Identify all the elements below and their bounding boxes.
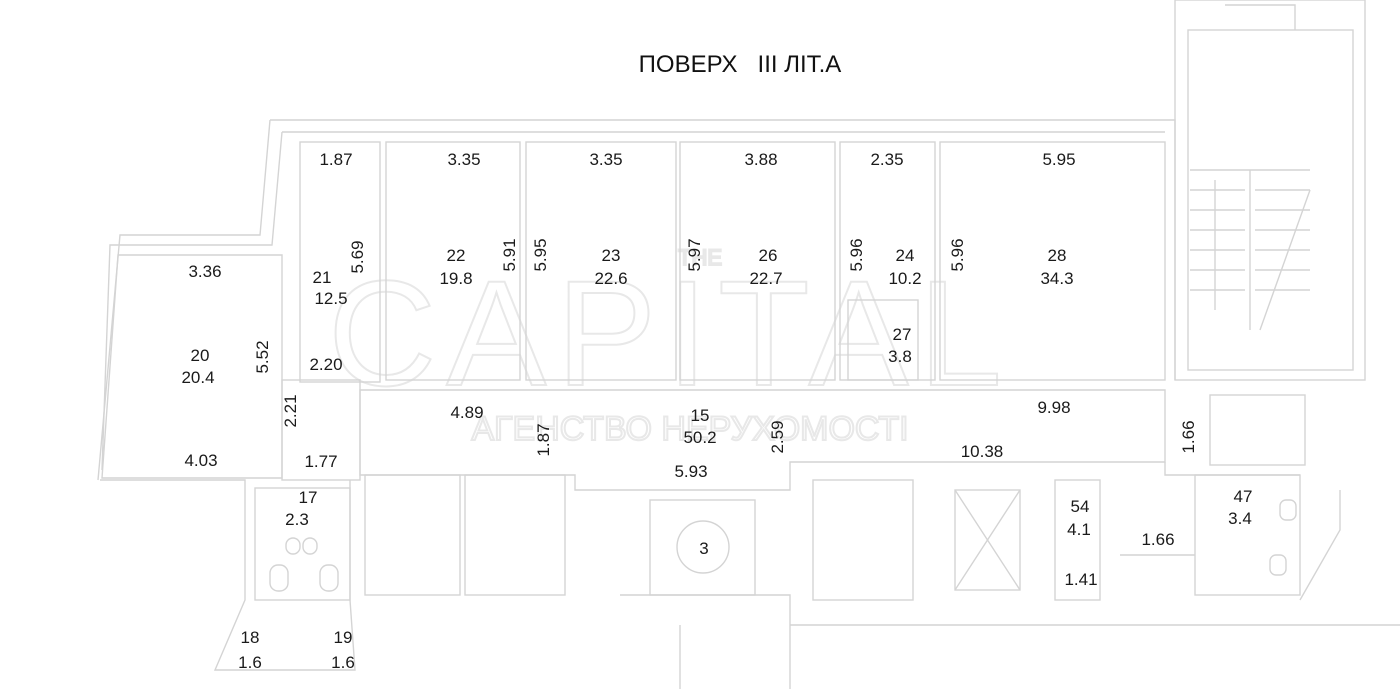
dimension: 1.87 (534, 423, 553, 456)
dimension: 5.93 (674, 462, 707, 481)
dimension: 2.21 (281, 394, 300, 427)
dimension: 5.95 (1042, 150, 1075, 169)
stair-circle (676, 520, 730, 574)
room-number: 22 (447, 246, 466, 265)
room-area: 3.4 (1228, 509, 1252, 528)
walls (97, 0, 1400, 689)
dimension: 5.91 (500, 238, 519, 271)
dimension: 1.41 (1064, 570, 1097, 589)
room-number: 26 (759, 246, 778, 265)
dimension: 5.96 (948, 238, 967, 271)
room-area: 22.6 (594, 269, 627, 288)
room-area: 50.2 (683, 428, 716, 447)
dimension: 4.89 (450, 403, 483, 422)
room-labels: 20 20.4 21 12.5 22 19.8 23 22.6 26 22.7 … (181, 246, 1252, 672)
room-number: 28 (1048, 246, 1067, 265)
room-number: 21 (313, 268, 332, 287)
room-number: 20 (191, 346, 210, 365)
dimension: 3.35 (447, 150, 480, 169)
room-area: 1.6 (238, 653, 262, 672)
dimension: 10.38 (961, 442, 1004, 461)
room-area: 22.7 (749, 269, 782, 288)
dimension: 5.95 (531, 238, 550, 271)
toilet-icon (269, 499, 1297, 592)
room-area: 3.8 (888, 347, 912, 366)
room-area: 4.1 (1067, 520, 1091, 539)
room-area: 19.8 (439, 269, 472, 288)
room-number: 17 (299, 488, 318, 507)
svg-text:АГЕНСТВО НЕРУХОМОСТІ: АГЕНСТВО НЕРУХОМОСТІ (471, 410, 908, 448)
room-area: 1.6 (331, 653, 355, 672)
room-number: 54 (1071, 497, 1090, 516)
dimension: 1.66 (1179, 420, 1198, 453)
dimension: 5.97 (685, 238, 704, 271)
dimension: 5.96 (847, 238, 866, 271)
room-area: 12.5 (314, 289, 347, 308)
room-number: 47 (1234, 487, 1253, 506)
room-number: 24 (896, 246, 915, 265)
room-number: 15 (691, 406, 710, 425)
dimension-labels: 1.87 3.35 3.35 3.88 2.35 5.95 3.36 5.69 … (184, 150, 1198, 589)
dimension: 1.87 (319, 150, 352, 169)
svg-text:THE: THE (678, 245, 722, 270)
floor-title: ПОВЕРХ III ЛІТ.А (639, 51, 842, 78)
dimension: 2.20 (309, 355, 342, 374)
dimension: 3.36 (188, 262, 221, 281)
staircase-icon (1190, 4, 1311, 331)
room-number: 27 (893, 325, 912, 344)
room-area: 34.3 (1040, 269, 1073, 288)
room-area: 10.2 (888, 269, 921, 288)
room-area: 2.3 (285, 510, 309, 529)
dimension: 4.03 (184, 451, 217, 470)
room-area: 20.4 (181, 368, 214, 387)
room-number: 23 (602, 246, 621, 265)
room-number: 19 (334, 628, 353, 647)
room-number: 3 (699, 539, 708, 558)
dimension: 1.77 (304, 452, 337, 471)
dimension: 5.69 (348, 240, 367, 273)
dimension: 9.98 (1037, 398, 1070, 417)
dimension: 2.35 (870, 150, 903, 169)
elevator-shaft-icon (954, 489, 1021, 591)
dimension: 3.35 (589, 150, 622, 169)
room-number: 18 (241, 628, 260, 647)
dimension: 2.59 (768, 420, 787, 453)
dimension: 5.52 (253, 340, 272, 373)
dimension: 3.88 (744, 150, 777, 169)
dimension: 1.66 (1141, 530, 1174, 549)
